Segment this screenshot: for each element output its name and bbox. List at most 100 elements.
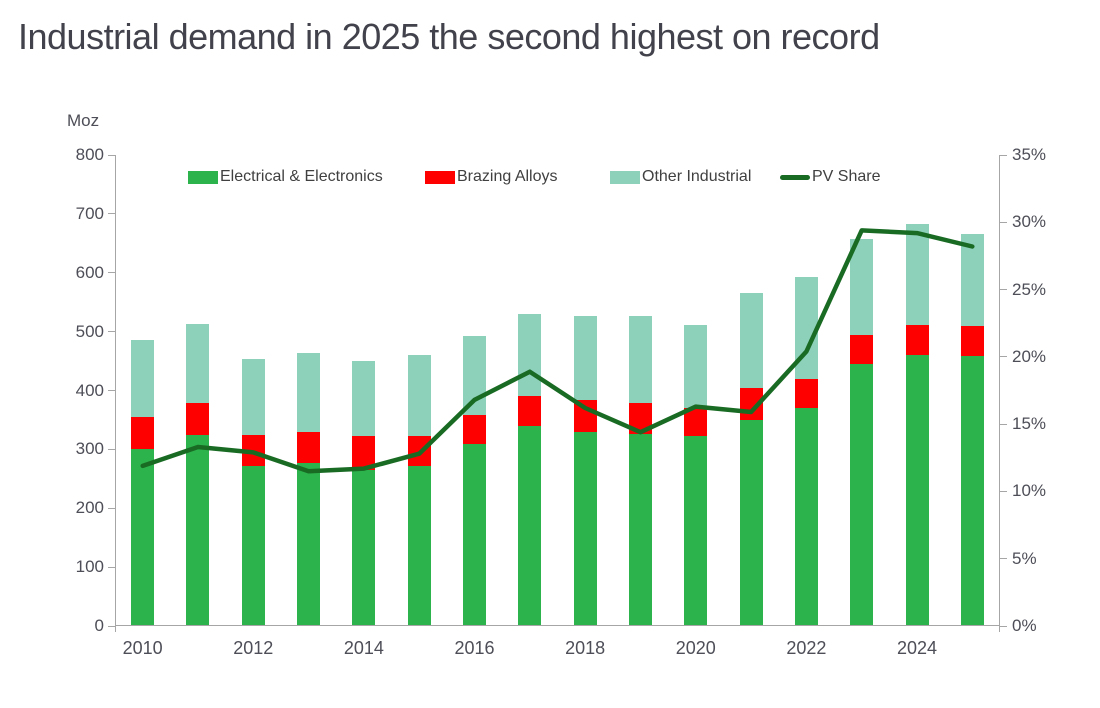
left-axis-tick xyxy=(108,625,115,627)
right-axis-tick-label: 0% xyxy=(1012,616,1037,635)
legend-swatch-pv-share-line xyxy=(780,174,810,180)
right-axis-line xyxy=(999,155,1000,632)
legend: Electrical & Electronics Brazing Alloys … xyxy=(115,167,1000,189)
bar-2016-electrical-electronics xyxy=(463,444,487,626)
bar-2013-brazing-alloys xyxy=(297,431,321,463)
right-axis-tick-label: 15% xyxy=(1012,414,1047,434)
bar-2011-electrical-electronics xyxy=(186,434,210,626)
page-title: Industrial demand in 2025 the second hig… xyxy=(18,16,880,57)
left-axis-tick xyxy=(108,213,115,215)
plot-area xyxy=(108,154,1007,632)
left-axis-tick xyxy=(108,331,115,333)
x-axis-tick-label: 2012 xyxy=(233,638,274,658)
bar-2023-electrical-electronics xyxy=(850,364,874,626)
legend-item-pv-share: PV Share xyxy=(780,167,880,187)
x-axis-tick-label: 2016 xyxy=(454,638,495,658)
left-axis-tick xyxy=(108,507,115,509)
bar-2022-other-industrial xyxy=(794,277,818,380)
right-axis-tick xyxy=(1000,558,1007,560)
bar-2020-other-industrial xyxy=(684,324,708,408)
left-axis-tick xyxy=(108,390,115,391)
bar-2014-other-industrial xyxy=(352,360,376,437)
legend-item-other-industrial: Other Industrial xyxy=(610,167,751,187)
bar-2022-brazing-alloys xyxy=(794,379,818,408)
legend-item-electrical-electronics: Electrical & Electronics xyxy=(188,167,383,187)
right-axis-tick-label: 20% xyxy=(1012,346,1047,366)
left-axis-tick xyxy=(108,272,115,274)
x-axis-tick-label: 2020 xyxy=(675,638,716,658)
bar-2024-brazing-alloys xyxy=(905,324,929,355)
right-axis-tick xyxy=(1000,356,1007,358)
x-axis-tick-label: 2018 xyxy=(565,638,606,658)
right-axis-tick-label: 30% xyxy=(1012,212,1047,232)
bar-2010-brazing-alloys xyxy=(131,417,155,450)
x-axis-line xyxy=(115,625,1000,626)
bar-2015-electrical-electronics xyxy=(407,466,431,626)
bar-2013-other-industrial xyxy=(297,352,321,432)
bar-2018-brazing-alloys xyxy=(573,399,597,432)
left-axis-tick-label: 600 xyxy=(75,262,104,282)
legend-swatch-brazing-alloys xyxy=(425,170,455,184)
left-axis-tick xyxy=(108,566,115,568)
bar-2021-other-industrial xyxy=(739,292,763,389)
legend-swatch-other-industrial xyxy=(610,170,640,184)
right-axis-tick xyxy=(1000,221,1007,223)
bar-2023-brazing-alloys xyxy=(850,334,874,365)
left-axis-tick-label: 100 xyxy=(75,557,104,577)
pv-share-line xyxy=(140,228,975,474)
right-axis-tick xyxy=(1000,154,1007,156)
legend-swatch-electrical-electronics xyxy=(188,170,218,184)
pv-share-polyline xyxy=(140,228,975,474)
left-axis-tick-label: 200 xyxy=(75,498,104,518)
bar-2019-other-industrial xyxy=(628,315,652,403)
left-axis-tick-label: 0 xyxy=(94,616,104,635)
bar-2012-electrical-electronics xyxy=(241,465,265,626)
left-axis-tick-label: 400 xyxy=(75,380,104,400)
left-axis-line xyxy=(115,155,116,632)
legend-item-brazing-alloys: Brazing Alloys xyxy=(425,167,558,187)
right-axis-tick xyxy=(1000,423,1007,425)
left-axis-tick-label: 700 xyxy=(75,203,104,223)
right-axis-tick xyxy=(1000,490,1007,492)
bar-2019-brazing-alloys xyxy=(628,402,652,435)
bar-2020-brazing-alloys xyxy=(684,407,708,436)
right-axis-tick xyxy=(1000,625,1007,627)
right-axis-tick-label: 10% xyxy=(1012,481,1047,501)
legend-label: Brazing Alloys xyxy=(457,168,558,185)
right-axis-tick-label: 5% xyxy=(1012,548,1037,568)
x-axis-tick-label: 2014 xyxy=(343,638,384,658)
bar-2024-electrical-electronics xyxy=(905,354,929,626)
x-axis-tick-label: 2022 xyxy=(786,638,827,658)
left-axis-tick xyxy=(108,448,115,450)
bar-2010-electrical-electronics xyxy=(131,449,155,626)
bar-2011-other-industrial xyxy=(186,323,210,403)
bar-2014-brazing-alloys xyxy=(352,436,376,470)
legend-label: Electrical & Electronics xyxy=(220,168,383,185)
bar-2017-brazing-alloys xyxy=(518,395,542,426)
bar-2013-electrical-electronics xyxy=(297,462,321,626)
right-axis-tick-label: 35% xyxy=(1012,145,1047,164)
bar-2017-electrical-electronics xyxy=(518,425,542,626)
bar-2022-electrical-electronics xyxy=(794,407,818,626)
right-axis-tick-label: 25% xyxy=(1012,279,1047,299)
bar-2024-other-industrial xyxy=(905,224,929,325)
bar-2018-electrical-electronics xyxy=(573,431,597,626)
legend-label: Other Industrial xyxy=(642,168,752,185)
bar-2014-electrical-electronics xyxy=(352,469,376,626)
left-axis-unit-label: Moz xyxy=(67,111,100,130)
bar-2021-electrical-electronics xyxy=(739,419,763,626)
bar-2025-electrical-electronics xyxy=(960,356,984,626)
bar-2010-other-industrial xyxy=(131,340,155,417)
bar-2015-other-industrial xyxy=(407,355,431,436)
bar-2016-brazing-alloys xyxy=(463,415,487,445)
bar-2012-other-industrial xyxy=(241,358,265,435)
bar-2023-other-industrial xyxy=(850,238,874,335)
bar-2019-electrical-electronics xyxy=(628,434,652,626)
left-axis-tick-label: 300 xyxy=(75,439,104,459)
bar-2025-other-industrial xyxy=(960,233,984,327)
bar-2020-electrical-electronics xyxy=(684,435,708,626)
left-axis-tick-label: 800 xyxy=(75,145,104,164)
left-axis-tick-label: 500 xyxy=(75,321,104,341)
bar-2011-brazing-alloys xyxy=(186,402,210,435)
